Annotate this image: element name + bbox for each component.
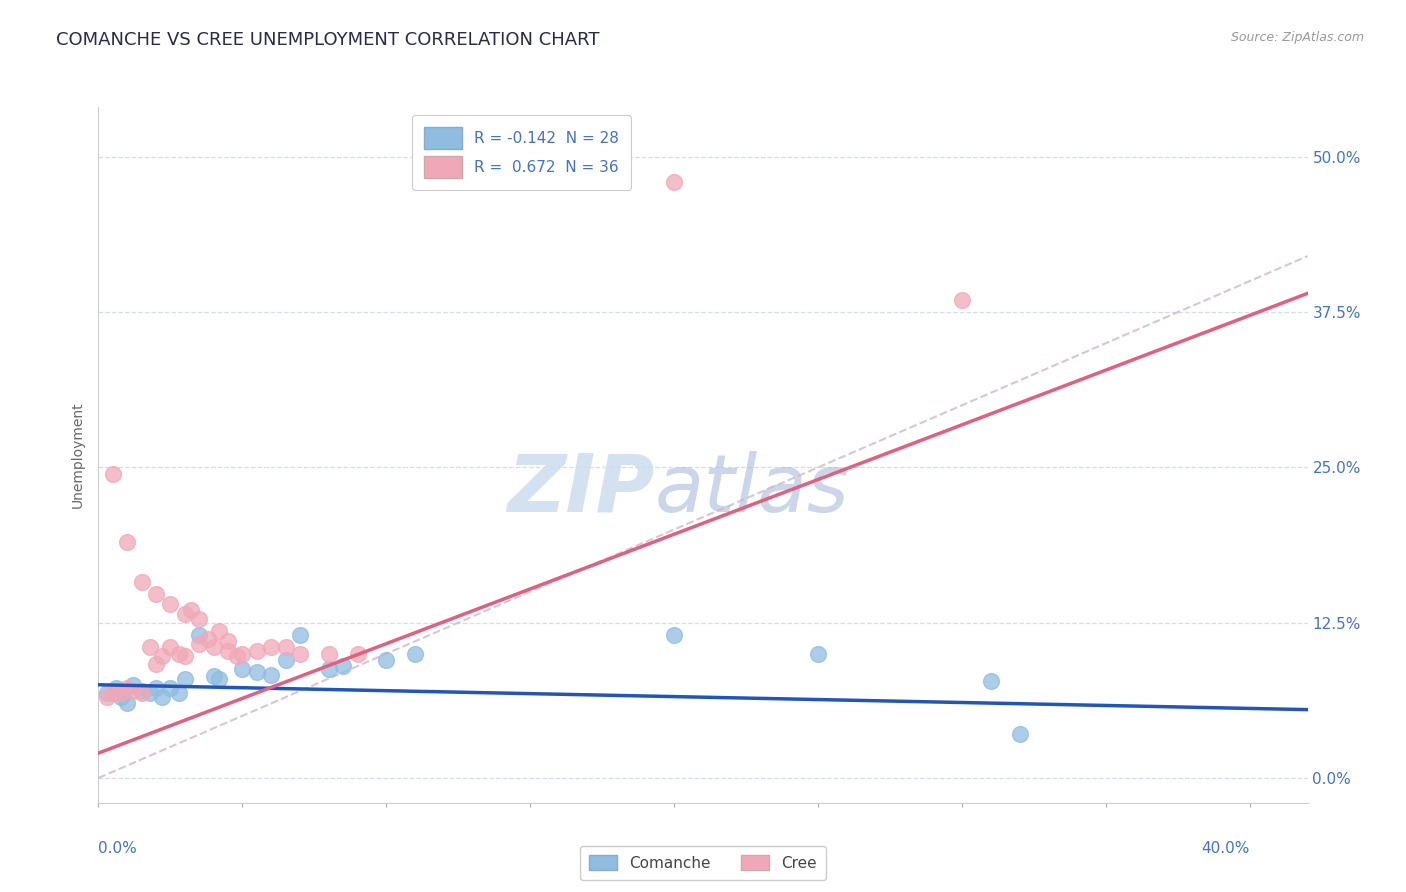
Point xyxy=(188,637,211,651)
Text: Source: ZipAtlas.com: Source: ZipAtlas.com xyxy=(1230,31,1364,45)
Point xyxy=(96,686,118,700)
Point xyxy=(110,690,132,705)
Point xyxy=(101,686,124,700)
Text: 40.0%: 40.0% xyxy=(1202,841,1250,856)
Text: 0.0%: 0.0% xyxy=(98,841,138,856)
Point xyxy=(101,467,124,481)
Point xyxy=(145,587,167,601)
Point xyxy=(208,672,231,686)
Point xyxy=(980,674,1002,689)
Point xyxy=(318,662,340,676)
Text: ZIP: ZIP xyxy=(508,450,655,529)
Text: COMANCHE VS CREE UNEMPLOYMENT CORRELATION CHART: COMANCHE VS CREE UNEMPLOYMENT CORRELATIO… xyxy=(56,31,600,49)
Point xyxy=(173,607,195,621)
Point xyxy=(96,690,118,705)
Point xyxy=(404,647,426,661)
Point xyxy=(217,644,239,658)
Point xyxy=(167,686,190,700)
Point xyxy=(173,672,195,686)
Point xyxy=(664,628,686,642)
Point xyxy=(231,647,253,661)
Legend: R = -0.142  N = 28, R =  0.672  N = 36: R = -0.142 N = 28, R = 0.672 N = 36 xyxy=(412,115,631,190)
Point xyxy=(188,612,211,626)
Point xyxy=(115,697,138,711)
Point xyxy=(260,668,283,682)
Point xyxy=(346,647,368,661)
Text: atlas: atlas xyxy=(655,450,849,529)
Point xyxy=(664,175,686,189)
Point xyxy=(274,640,297,655)
Point xyxy=(159,640,181,655)
Point xyxy=(139,640,162,655)
Point xyxy=(188,628,211,642)
Point xyxy=(180,603,202,617)
Point xyxy=(288,647,311,661)
Point xyxy=(217,634,239,648)
Point xyxy=(139,686,162,700)
Point xyxy=(208,624,231,639)
Point xyxy=(1008,727,1031,741)
Point xyxy=(231,662,253,676)
Point xyxy=(173,649,195,664)
Point xyxy=(260,640,283,655)
Point xyxy=(122,678,145,692)
Point xyxy=(115,534,138,549)
Point xyxy=(807,647,830,661)
Point xyxy=(104,681,127,696)
Point xyxy=(202,640,225,655)
Point xyxy=(110,686,132,700)
Point xyxy=(197,632,219,646)
Point xyxy=(950,293,973,307)
Point xyxy=(159,681,181,696)
Legend: Comanche, Cree: Comanche, Cree xyxy=(581,846,825,880)
Point xyxy=(131,684,153,698)
Point xyxy=(288,628,311,642)
Point xyxy=(332,659,354,673)
Point xyxy=(150,649,173,664)
Y-axis label: Unemployment: Unemployment xyxy=(72,401,86,508)
Point xyxy=(225,649,247,664)
Point xyxy=(122,684,145,698)
Point xyxy=(246,644,269,658)
Point xyxy=(159,597,181,611)
Point xyxy=(318,647,340,661)
Point xyxy=(115,681,138,696)
Point xyxy=(131,574,153,589)
Point xyxy=(131,686,153,700)
Point xyxy=(167,647,190,661)
Point xyxy=(246,665,269,680)
Point xyxy=(375,653,398,667)
Point xyxy=(145,657,167,671)
Point xyxy=(145,681,167,696)
Point xyxy=(274,653,297,667)
Point xyxy=(150,690,173,705)
Point xyxy=(202,669,225,683)
